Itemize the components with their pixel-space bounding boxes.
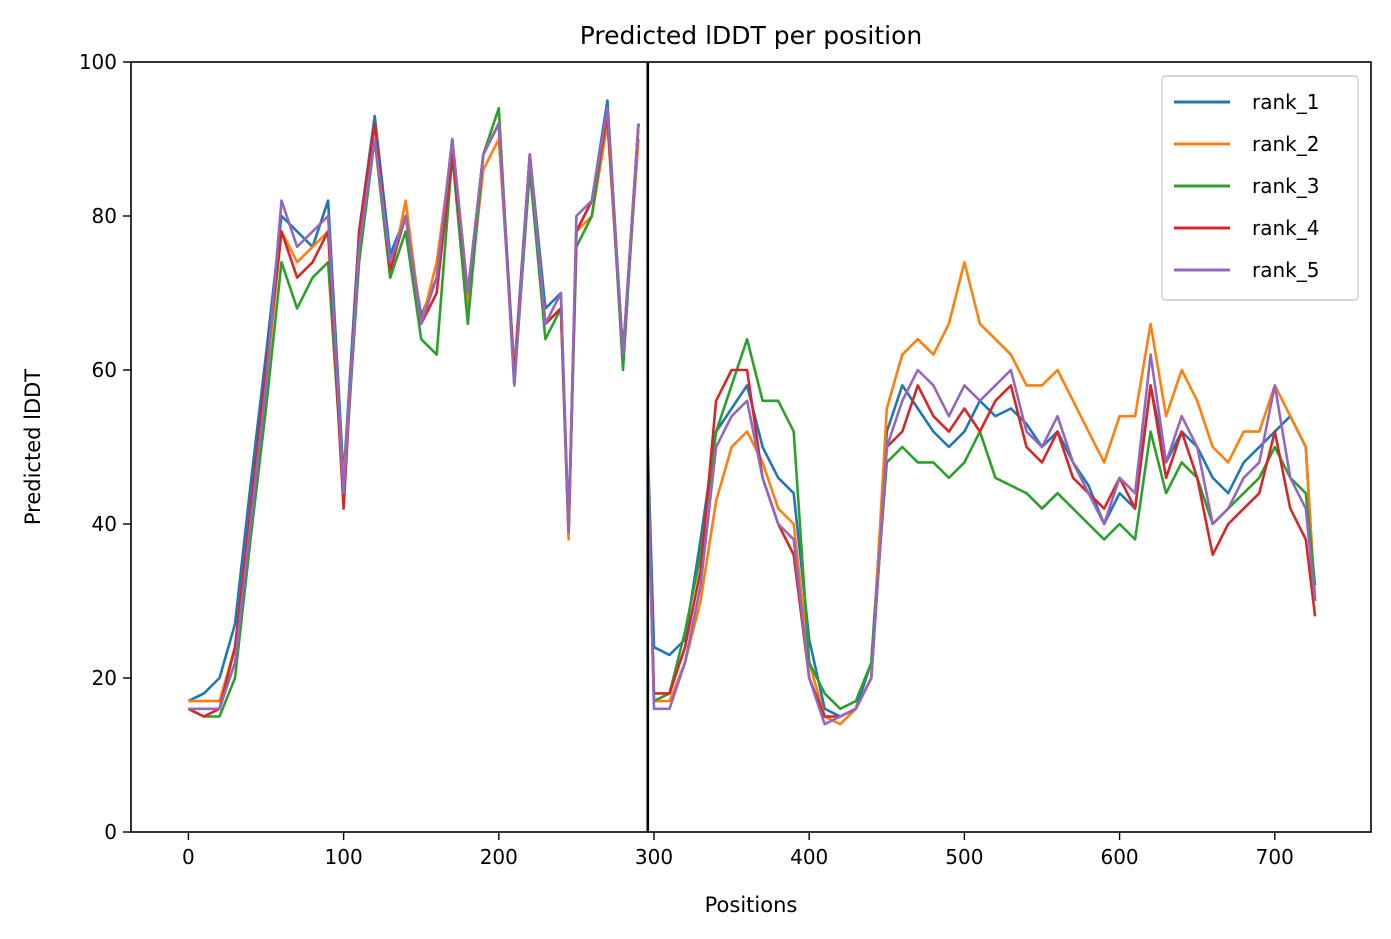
legend: rank_1 rank_2 rank_3 rank_4 rank_5 xyxy=(1161,75,1359,301)
series-line xyxy=(646,353,1317,726)
x-axis: 0 100 200 300 400 500 600 700 xyxy=(182,832,1294,869)
legend-label: rank_4 xyxy=(1252,216,1319,240)
x-tick-label: 100 xyxy=(325,845,363,869)
y-tick-label: 80 xyxy=(92,204,117,228)
x-tick-label: 300 xyxy=(635,845,673,869)
series-line xyxy=(188,106,640,711)
plot-frame xyxy=(130,61,1372,833)
x-tick-label: 400 xyxy=(790,845,828,869)
x-tick-label: 0 xyxy=(182,845,195,869)
x-tick-label: 600 xyxy=(1100,845,1138,869)
y-tick-label: 60 xyxy=(92,358,117,382)
legend-label: rank_5 xyxy=(1252,258,1319,282)
x-axis-title: Positions xyxy=(705,893,798,917)
series-rank_4 xyxy=(187,114,1317,718)
x-tick-label: 200 xyxy=(480,845,518,869)
x-tick-label: 500 xyxy=(945,845,983,869)
y-tick-label: 40 xyxy=(92,512,117,536)
legend-box xyxy=(1161,75,1359,301)
plot-area xyxy=(187,62,1317,832)
y-tick-label: 0 xyxy=(104,820,117,844)
legend-label: rank_1 xyxy=(1252,90,1319,114)
chart-title: Predicted lDDT per position xyxy=(580,21,922,50)
series-line xyxy=(646,368,1317,718)
y-axis: 0 20 40 60 80 100 xyxy=(79,50,131,844)
y-tick-label: 100 xyxy=(79,50,117,74)
legend-label: rank_2 xyxy=(1252,132,1319,156)
series-line xyxy=(646,337,1317,711)
series-line xyxy=(646,260,1317,726)
y-tick-label: 20 xyxy=(92,666,117,690)
y-axis-title: Predicted lDDT xyxy=(21,369,45,525)
series-rank_5 xyxy=(188,106,1317,726)
x-tick-label: 700 xyxy=(1256,845,1294,869)
legend-label: rank_3 xyxy=(1252,174,1319,198)
